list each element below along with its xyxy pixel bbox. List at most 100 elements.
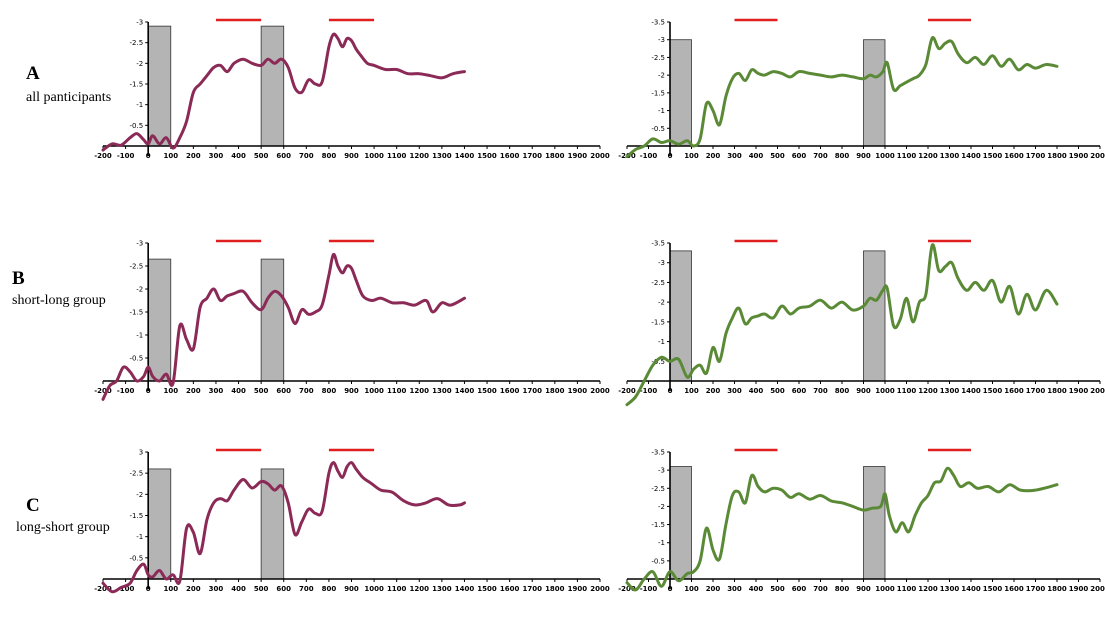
x-tick-label: 1800 xyxy=(1047,387,1067,395)
x-tick-label: 1500 xyxy=(983,152,1003,160)
stimulus-box xyxy=(863,39,886,147)
x-tick-label: 900 xyxy=(344,585,359,593)
y-tick-label: -1 xyxy=(658,107,665,115)
y-tick-label: -2.5 xyxy=(130,263,144,271)
chart-panel: -200 -100 0 100 200 300 400 500 600 700 800 900 1000… xyxy=(94,19,610,161)
x-tick-label: 1200 xyxy=(918,585,938,593)
x-tick-label: 1600 xyxy=(500,585,520,593)
x-tick-label: 500 xyxy=(254,585,269,593)
stimulus-box xyxy=(147,258,172,382)
x-tick-label: 1700 xyxy=(1026,387,1046,395)
x-tick-label: 900 xyxy=(856,152,871,160)
x-tick-label: 400 xyxy=(749,387,764,395)
x-tick-label: 500 xyxy=(254,152,269,160)
x-tick-label: 300 xyxy=(209,152,224,160)
x-tick-label: 1000 xyxy=(364,387,384,395)
x-tick-label: 200 xyxy=(706,585,721,593)
x-tick-label: 1300 xyxy=(432,387,452,395)
x-tick-label: 2000 xyxy=(1090,152,1105,160)
x-tick-label: 1300 xyxy=(432,152,452,160)
y-tick-label: -0.5 xyxy=(130,554,144,562)
x-tick-label: 700 xyxy=(813,387,828,395)
stimulus-box xyxy=(147,468,172,580)
x-tick-label: 1700 xyxy=(522,585,542,593)
x-tick-label: 2000 xyxy=(1090,387,1105,395)
y-tick-label: -2 xyxy=(658,299,665,307)
y-tick-label: -2.5 xyxy=(130,39,144,47)
x-tick-label: 0 xyxy=(668,152,673,160)
stimulus-box xyxy=(260,258,285,382)
x-tick-label: 100 xyxy=(684,152,699,160)
chart-panel: -200 -100 0 100 200 300 400 500 600 700 800 900 1000… xyxy=(94,449,610,594)
x-tick-label: 700 xyxy=(299,585,314,593)
x-tick-label: 100 xyxy=(163,152,178,160)
y-tick-label: -1 xyxy=(658,338,665,346)
x-tick-label: 1400 xyxy=(961,152,981,160)
stimulus-box xyxy=(669,39,692,147)
series-line xyxy=(101,252,466,401)
x-tick-label: 1000 xyxy=(875,387,895,395)
y-tick-label: -3 xyxy=(136,240,143,248)
chart-panel: -200 -100 0 100 200 300 400 500 600 700 800 900 1000… xyxy=(618,19,1105,161)
x-tick-label: 200 xyxy=(186,387,201,395)
y-tick-label: -1.5 xyxy=(651,318,665,326)
x-tick-label: 1400 xyxy=(455,152,475,160)
x-tick-label: 800 xyxy=(835,387,850,395)
x-tick-label: -100 xyxy=(117,387,135,395)
x-tick-label: 200 xyxy=(706,387,721,395)
y-tick-label: -0.5 xyxy=(651,125,665,133)
x-tick-label: 500 xyxy=(770,387,785,395)
y-tick-label: -2.5 xyxy=(651,485,665,493)
x-tick-label: 1000 xyxy=(875,152,895,160)
x-tick-label: 200 xyxy=(186,585,201,593)
x-tick-label: 2000 xyxy=(590,585,610,593)
panel-letter: B xyxy=(12,268,25,289)
group-label: short-long group xyxy=(12,293,106,308)
x-tick-label: 800 xyxy=(322,387,337,395)
x-tick-label: 600 xyxy=(792,387,807,395)
x-tick-label: 100 xyxy=(684,387,699,395)
series-line xyxy=(625,243,1059,407)
x-tick-label: 1400 xyxy=(455,585,475,593)
x-tick-label: 700 xyxy=(299,387,314,395)
panel-letter: A xyxy=(26,63,40,84)
x-tick-label: 1000 xyxy=(364,585,384,593)
x-tick-label: 0 xyxy=(668,585,673,593)
x-tick-label: 1900 xyxy=(568,585,588,593)
x-tick-label: 300 xyxy=(727,585,742,593)
y-tick-label: -3.5 xyxy=(651,449,665,457)
series-line xyxy=(625,466,1059,592)
x-tick-label: 600 xyxy=(276,387,291,395)
y-tick-label: -3.5 xyxy=(651,240,665,248)
x-tick-label: 800 xyxy=(322,152,337,160)
y-tick-label: -1.5 xyxy=(130,512,144,520)
x-tick-label: -100 xyxy=(640,387,658,395)
y-tick-label: -1.5 xyxy=(651,89,665,97)
x-tick-label: 1300 xyxy=(432,585,452,593)
x-tick-label: 100 xyxy=(684,585,699,593)
x-tick-label: 2000 xyxy=(590,387,610,395)
series-line xyxy=(625,36,1059,159)
x-tick-label: 300 xyxy=(209,387,224,395)
x-tick-label: 1900 xyxy=(568,387,588,395)
x-tick-label: 500 xyxy=(770,152,785,160)
y-tick-label: -2 xyxy=(658,72,665,80)
x-tick-label: 1400 xyxy=(455,387,475,395)
group-label: long-short group xyxy=(16,520,110,535)
y-tick-label: -1.5 xyxy=(130,81,144,89)
y-tick-label: -0.5 xyxy=(651,557,665,565)
x-tick-label: -100 xyxy=(117,152,135,160)
y-tick-label: -0.5 xyxy=(130,355,144,363)
x-tick-label: 1600 xyxy=(500,152,520,160)
x-tick-label: 200 xyxy=(706,152,721,160)
x-tick-label: 1200 xyxy=(918,387,938,395)
chart-panel: -200 -100 0 100 200 300 400 500 600 700 800 900 1000… xyxy=(618,240,1105,407)
x-tick-label: 1700 xyxy=(1026,585,1046,593)
x-tick-label: -200 xyxy=(94,387,112,395)
x-tick-label: 1500 xyxy=(477,152,497,160)
stimulus-box xyxy=(863,466,886,580)
y-tick-label: -2 xyxy=(658,503,665,511)
x-tick-label: 1900 xyxy=(1069,585,1089,593)
x-tick-label: 1800 xyxy=(545,387,565,395)
x-tick-label: 1700 xyxy=(1026,152,1046,160)
